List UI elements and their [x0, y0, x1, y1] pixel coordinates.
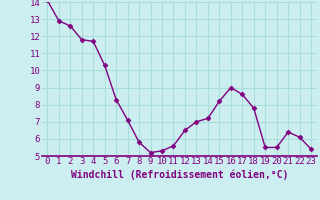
X-axis label: Windchill (Refroidissement éolien,°C): Windchill (Refroidissement éolien,°C) — [70, 169, 288, 180]
